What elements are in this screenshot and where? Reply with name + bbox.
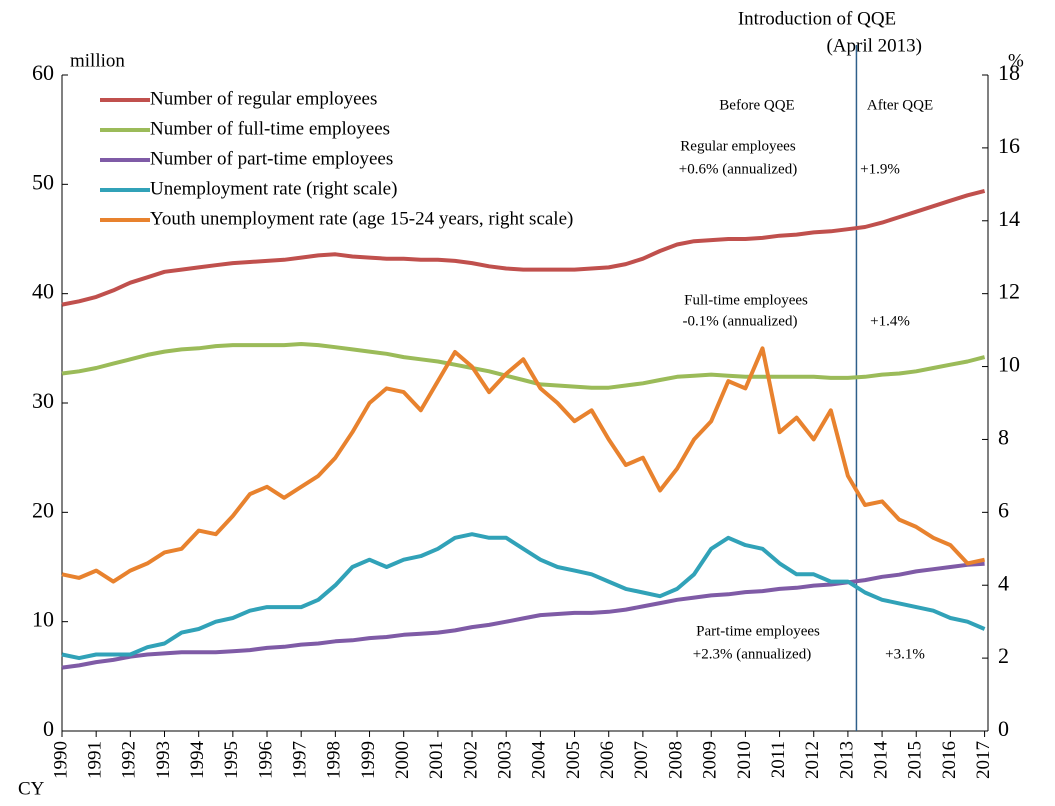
x-tick-label: 1990	[50, 741, 71, 779]
annotation: +2.3% (annualized)	[693, 646, 811, 662]
x-tick-label: 1993	[153, 741, 174, 779]
annotation: Regular employees	[680, 138, 796, 154]
x-tick-label: 1998	[324, 741, 345, 779]
x-tick-label: 2016	[939, 741, 960, 779]
x-tick-label: 2001	[426, 741, 447, 779]
x-tick-label: 2003	[495, 741, 516, 779]
annotation: +0.6% (annualized)	[679, 161, 797, 177]
y-tick-label: 60	[32, 60, 54, 85]
annotation: (April 2013)	[826, 35, 922, 56]
x-tick-label: 2015	[905, 741, 926, 779]
series-line	[61, 342, 986, 390]
x-tick-label: 2007	[631, 741, 652, 779]
x-tick-label: 2004	[529, 741, 550, 780]
x-tick-label: 2002	[460, 741, 481, 779]
legend-label: Unemployment rate (right scale)	[150, 178, 397, 199]
y2-tick-label: 6	[998, 497, 1009, 522]
y-unit: million	[70, 50, 125, 71]
y-tick-label: 20	[32, 497, 54, 522]
y-tick-label: 30	[32, 388, 54, 413]
x-tick-label: 1991	[85, 741, 106, 779]
legend-label: Number of part-time employees	[150, 148, 393, 169]
y-tick-label: 50	[32, 169, 54, 194]
annotation: +1.4%	[870, 313, 910, 329]
legend-label: Number of regular employees	[150, 88, 377, 109]
x-tick-label: 2005	[563, 741, 584, 779]
y-tick-label: 40	[32, 279, 54, 304]
x-tick-label: 2012	[802, 741, 823, 779]
x-tick-label: 1999	[358, 741, 379, 779]
legend-label: Youth unemployment rate (age 15-24 years…	[150, 208, 573, 229]
annotation: +1.9%	[860, 161, 900, 177]
series-line	[61, 188, 986, 307]
y2-tick-label: 14	[998, 206, 1020, 231]
y2-tick-label: 10	[998, 352, 1020, 377]
annotation: -0.1% (annualized)	[683, 313, 798, 329]
series-line	[61, 532, 986, 661]
y2-tick-label: 4	[998, 570, 1009, 595]
y2-tick-label: 2	[998, 643, 1009, 668]
x-tick-label: 2000	[392, 741, 413, 779]
x-tick-label: 2006	[597, 741, 618, 779]
y2-tick-label: 12	[998, 279, 1020, 304]
annotation: Full-time employees	[684, 292, 808, 308]
y-tick-label: 10	[32, 607, 54, 632]
x-prefix: CY	[18, 778, 45, 799]
x-tick-label: 1997	[290, 741, 311, 779]
y2-tick-label: 8	[998, 424, 1009, 449]
x-tick-label: 2011	[768, 741, 789, 778]
annotation: Introduction of QQE	[738, 8, 896, 29]
x-tick-label: 2014	[870, 741, 891, 780]
annotation: After QQE	[867, 97, 933, 113]
x-tick-label: 2017	[973, 741, 994, 779]
annotation: +3.1%	[885, 646, 925, 662]
y2-unit: %	[1008, 50, 1024, 71]
x-tick-label: 2009	[700, 741, 721, 779]
y2-tick-label: 16	[998, 133, 1020, 158]
annotation: Part-time employees	[696, 623, 820, 639]
series-line	[61, 346, 986, 584]
legend-label: Number of full-time employees	[150, 118, 390, 139]
x-tick-label: 2010	[734, 741, 755, 779]
x-tick-label: 1992	[119, 741, 140, 779]
x-tick-label: 1994	[187, 741, 208, 780]
annotation: Before QQE	[719, 97, 794, 113]
x-tick-label: 2013	[836, 741, 857, 779]
x-tick-label: 1995	[221, 741, 242, 779]
series-line	[61, 561, 985, 670]
y2-tick-label: 18	[998, 60, 1020, 85]
x-tick-label: 2008	[665, 741, 686, 779]
y2-tick-label: 0	[998, 716, 1009, 741]
x-tick-label: 1996	[255, 741, 276, 779]
y-tick-label: 0	[43, 716, 54, 741]
